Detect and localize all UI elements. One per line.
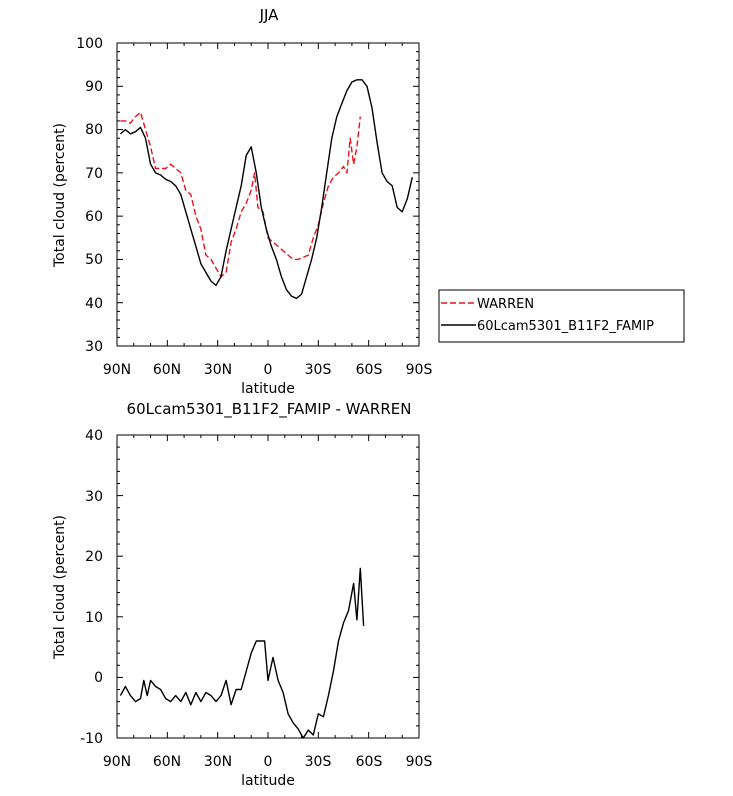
bottom-x-tick-label: 30S <box>305 754 332 770</box>
top-y-tick-label: 30 <box>85 339 103 355</box>
bottom-y-tick-label: 40 <box>85 428 103 444</box>
top-y-tick-label: 70 <box>85 166 103 182</box>
bottom-y-tick-label: 20 <box>85 549 103 565</box>
bottom-y-tick-label: -10 <box>80 731 103 747</box>
top-y-tick-label: 50 <box>85 252 103 268</box>
top-x-tick-label: 90N <box>103 362 131 378</box>
bottom-x-tick-label: 0 <box>264 754 273 770</box>
top-x-tick-label: 30N <box>204 362 232 378</box>
bottom-y-axis-label: Total cloud (percent) <box>52 515 68 660</box>
top-y-tick-label: 40 <box>85 296 103 312</box>
bottom-y-tick-label: 0 <box>94 670 103 686</box>
bottom-tick-marks <box>116 434 420 739</box>
top-y-tick-label: 90 <box>85 79 103 95</box>
top-tick-marks <box>116 42 420 347</box>
top-y-tick-labels: 30 40 50 60 70 80 90 100 <box>76 36 103 355</box>
bottom-x-tick-label: 60N <box>153 754 181 770</box>
legend: WARREN 60Lcam5301_B11F2_FAMIP <box>438 289 685 343</box>
legend-box <box>438 289 685 343</box>
top-y-tick-label: 100 <box>76 36 103 52</box>
top-series-lines <box>119 79 413 300</box>
panel-bottom: 60Lcam5301_B11F2_FAMIP - WARREN -10 0 10… <box>52 400 432 789</box>
top-series-line-0 <box>120 111 361 278</box>
bottom-y-tick-label: 30 <box>85 489 103 505</box>
bottom-x-tick-label: 90S <box>406 754 433 770</box>
top-plot-frame <box>116 42 420 347</box>
bottom-series-lines <box>119 567 365 739</box>
bottom-series-line-0 <box>119 567 365 739</box>
top-y-tick-label: 60 <box>85 209 103 225</box>
bottom-chart-title: 60Lcam5301_B11F2_FAMIP - WARREN <box>127 400 412 419</box>
bottom-x-tick-label: 90N <box>103 754 131 770</box>
bottom-x-tick-label: 60S <box>356 754 383 770</box>
top-x-tick-label: 60N <box>153 362 181 378</box>
panel-top: JJA 30 40 50 60 70 80 90 100 90N 60N 30N… <box>52 6 685 397</box>
bottom-y-tick-label: 10 <box>85 610 103 626</box>
legend-label-model: 60Lcam5301_B11F2_FAMIP <box>477 319 654 334</box>
top-x-tick-labels: 90N 60N 30N 0 30S 60S 90S <box>103 362 433 378</box>
top-y-tick-label: 80 <box>85 122 103 138</box>
top-y-axis-label: Total cloud (percent) <box>52 123 68 268</box>
bottom-x-tick-labels: 90N 60N 30N 0 30S 60S 90S <box>103 754 433 770</box>
top-x-tick-label: 0 <box>264 362 273 378</box>
top-x-tick-label: 90S <box>406 362 433 378</box>
bottom-x-tick-label: 30N <box>204 754 232 770</box>
top-x-tick-label: 60S <box>356 362 383 378</box>
top-series-line-1 <box>119 79 413 300</box>
bottom-y-tick-labels: -10 0 10 20 30 40 <box>80 428 103 747</box>
top-x-axis-label: latitude <box>241 381 295 397</box>
top-x-tick-label: 30S <box>305 362 332 378</box>
bottom-x-axis-label: latitude <box>241 773 295 789</box>
top-chart-title: JJA <box>259 6 280 24</box>
legend-label-warren: WARREN <box>477 297 534 312</box>
